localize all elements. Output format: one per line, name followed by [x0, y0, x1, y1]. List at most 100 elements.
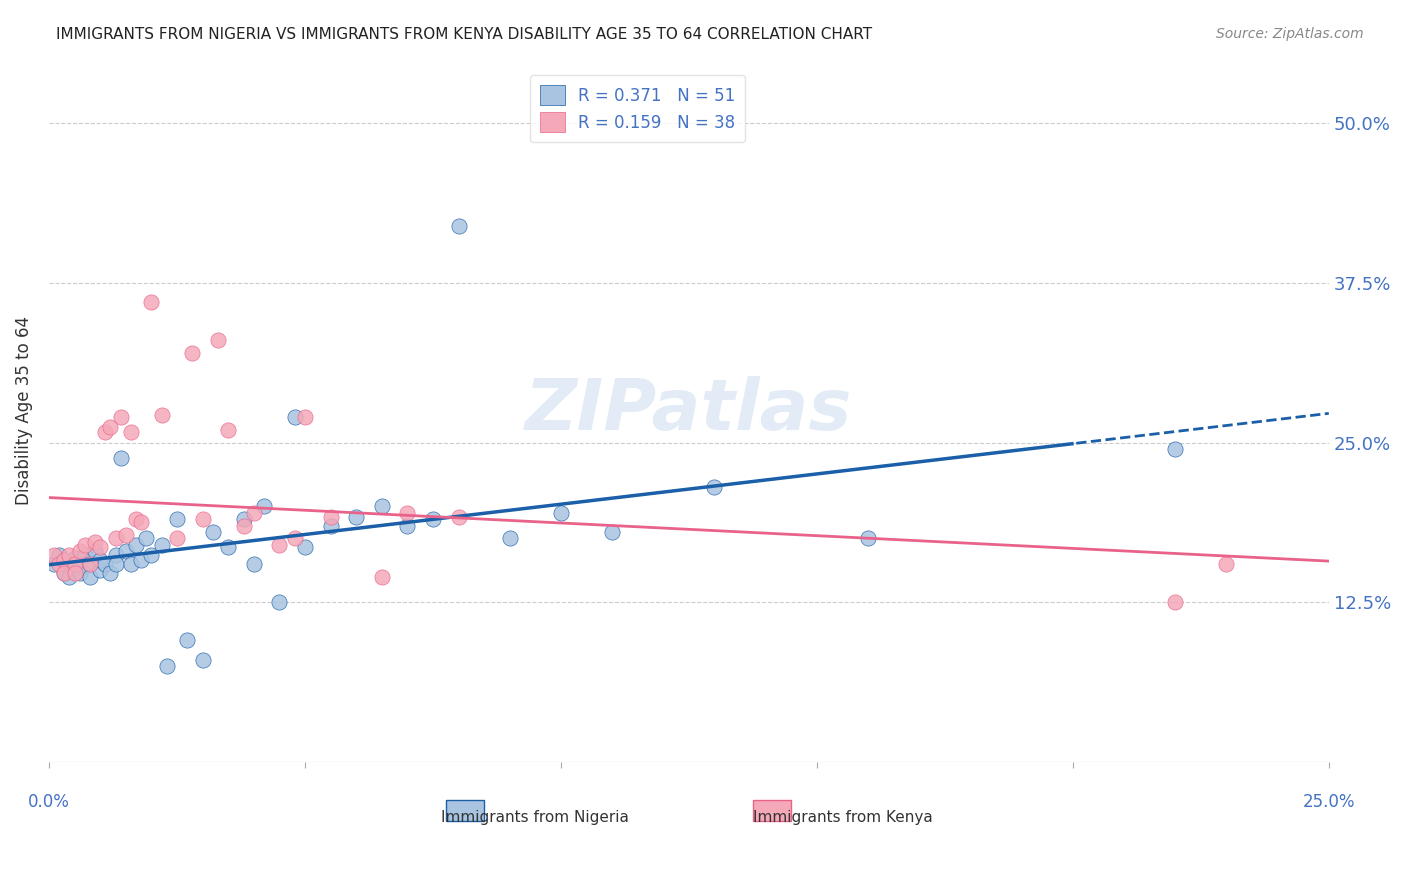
Point — [110, 450, 132, 465]
Point — [447, 219, 470, 233]
Point — [396, 506, 419, 520]
Point — [1164, 595, 1187, 609]
Point — [129, 515, 152, 529]
Legend: R = 0.371   N = 51, R = 0.159   N = 38: R = 0.371 N = 51, R = 0.159 N = 38 — [530, 75, 745, 143]
Point — [104, 557, 127, 571]
Point — [84, 535, 107, 549]
Point — [150, 408, 173, 422]
Point — [84, 544, 107, 558]
Point — [69, 566, 91, 580]
Point — [499, 532, 522, 546]
Point — [63, 566, 86, 580]
Point — [53, 553, 76, 567]
Point — [269, 538, 291, 552]
Point — [42, 548, 65, 562]
Point — [53, 553, 76, 567]
FancyBboxPatch shape — [752, 800, 792, 822]
Point — [294, 410, 316, 425]
Point — [242, 506, 264, 520]
Point — [344, 509, 367, 524]
Point — [63, 560, 86, 574]
Point — [550, 506, 572, 520]
Point — [53, 566, 76, 580]
Point — [269, 595, 291, 609]
Point — [63, 550, 86, 565]
Point — [1164, 442, 1187, 456]
Point — [125, 512, 148, 526]
Point — [89, 563, 111, 577]
Point — [89, 553, 111, 567]
Point — [69, 544, 91, 558]
Point — [48, 548, 70, 562]
Point — [1215, 557, 1237, 571]
Point — [447, 509, 470, 524]
Point — [79, 557, 101, 571]
Point — [703, 480, 725, 494]
Point — [42, 557, 65, 571]
Point — [48, 557, 70, 571]
Point — [284, 532, 307, 546]
Text: Source: ZipAtlas.com: Source: ZipAtlas.com — [1216, 27, 1364, 41]
Point — [370, 569, 392, 583]
FancyBboxPatch shape — [446, 800, 484, 822]
Point — [125, 538, 148, 552]
Text: ZIPatlas: ZIPatlas — [526, 376, 852, 445]
Point — [181, 346, 204, 360]
Point — [370, 500, 392, 514]
Point — [79, 557, 101, 571]
Point — [94, 557, 117, 571]
Point — [120, 557, 142, 571]
Point — [63, 557, 86, 571]
Point — [166, 512, 188, 526]
Point — [135, 532, 157, 546]
Point — [319, 509, 342, 524]
Point — [150, 538, 173, 552]
Point — [856, 532, 879, 546]
Point — [242, 557, 264, 571]
Point — [69, 557, 91, 571]
Point — [294, 541, 316, 555]
Point — [114, 544, 136, 558]
Point — [232, 512, 254, 526]
Point — [89, 541, 111, 555]
Point — [166, 532, 188, 546]
Point — [207, 334, 229, 348]
Point — [110, 410, 132, 425]
Point — [94, 425, 117, 440]
Point — [217, 541, 239, 555]
Point — [232, 518, 254, 533]
Point — [201, 524, 224, 539]
Point — [422, 512, 444, 526]
Y-axis label: Disability Age 35 to 64: Disability Age 35 to 64 — [15, 316, 32, 505]
Point — [284, 410, 307, 425]
Point — [100, 566, 122, 580]
Point — [53, 566, 76, 580]
Text: 0.0%: 0.0% — [28, 793, 70, 812]
Point — [58, 569, 80, 583]
Point — [104, 532, 127, 546]
Point — [396, 518, 419, 533]
Point — [100, 420, 122, 434]
Point — [114, 527, 136, 541]
Point — [120, 425, 142, 440]
Text: Immigrants from Nigeria: Immigrants from Nigeria — [441, 810, 630, 824]
Point — [79, 569, 101, 583]
Point — [176, 633, 198, 648]
Point — [191, 653, 214, 667]
Point — [58, 548, 80, 562]
Text: IMMIGRANTS FROM NIGERIA VS IMMIGRANTS FROM KENYA DISABILITY AGE 35 TO 64 CORRELA: IMMIGRANTS FROM NIGERIA VS IMMIGRANTS FR… — [56, 27, 872, 42]
Point — [129, 553, 152, 567]
Point — [156, 659, 179, 673]
Point — [141, 295, 163, 310]
Point — [217, 423, 239, 437]
Point — [253, 500, 276, 514]
Point — [104, 548, 127, 562]
Point — [191, 512, 214, 526]
Point — [141, 548, 163, 562]
Point — [73, 538, 96, 552]
Text: 25.0%: 25.0% — [1302, 793, 1355, 812]
Point — [319, 518, 342, 533]
Point — [73, 548, 96, 562]
Point — [600, 524, 623, 539]
Text: Immigrants from Kenya: Immigrants from Kenya — [752, 810, 932, 824]
